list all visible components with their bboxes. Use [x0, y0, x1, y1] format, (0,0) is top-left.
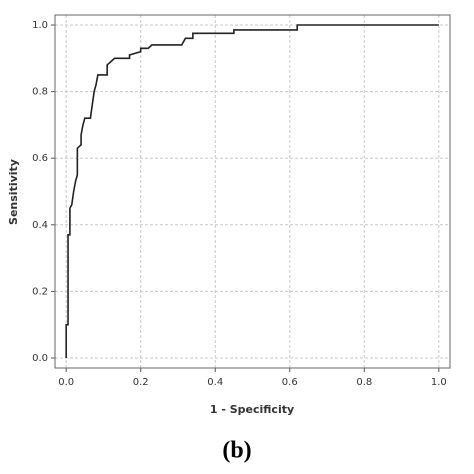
y-axis-title: Sensitivity — [7, 159, 20, 225]
plot-frame — [54, 14, 451, 369]
y-tick-label: 0.2 — [32, 286, 48, 297]
x-tick-label: 1.0 — [431, 377, 447, 388]
roc-curve — [65, 24, 439, 359]
y-tick-label: 0.6 — [32, 153, 48, 164]
y-tick-label: 0.4 — [32, 220, 48, 231]
x-tick-label: 0.6 — [282, 377, 298, 388]
x-tick-label: 0.8 — [356, 377, 372, 388]
x-axis-title: 1 - Specificity — [210, 403, 294, 416]
y-tick-label: 0.0 — [32, 353, 48, 364]
caption: (b) — [222, 438, 251, 464]
y-tick-label: 0.8 — [32, 87, 48, 98]
y-tick-label: 1.0 — [32, 20, 48, 31]
x-tick-label: 0.2 — [133, 377, 149, 388]
x-tick-label: 0.4 — [207, 377, 223, 388]
x-tick-label: 0.0 — [58, 377, 74, 388]
